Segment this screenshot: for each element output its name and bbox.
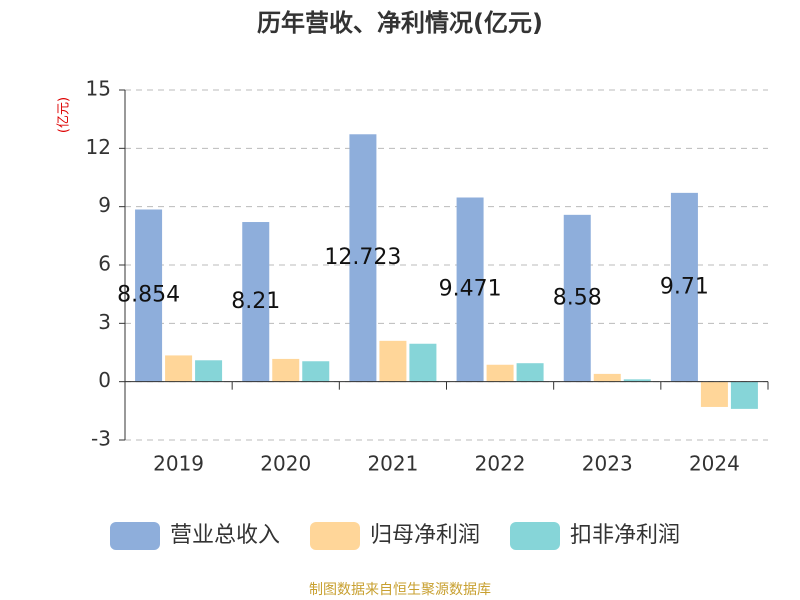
bar [409, 343, 437, 382]
x-tick-label: 2021 [367, 452, 418, 476]
legend-label: 营业总收入 [170, 523, 280, 548]
x-tick-label: 2020 [260, 452, 311, 476]
bar [670, 192, 698, 382]
bar [593, 373, 621, 382]
legend-label: 归母净利润 [370, 523, 480, 548]
value-label: 8.21 [231, 289, 280, 314]
y-tick-label: 0 [98, 368, 111, 392]
bar [302, 361, 330, 382]
chart-title: 历年营收、净利情况(亿元) [257, 9, 543, 37]
y-tick-label: 3 [98, 310, 111, 334]
bar [730, 381, 758, 409]
y-tick-label: 12 [86, 135, 111, 159]
x-tick-label: 2024 [689, 452, 740, 476]
bar [165, 355, 193, 382]
x-tick-label: 2022 [475, 452, 526, 476]
bar [563, 214, 591, 382]
y-tick-label: 15 [86, 77, 111, 101]
value-label: 12.723 [324, 245, 401, 270]
source-note: 制图数据来自恒生聚源数据库 [309, 582, 491, 598]
value-label: 8.58 [553, 285, 602, 310]
value-label: 9.471 [439, 277, 502, 302]
x-tick-label: 2023 [582, 452, 633, 476]
bar [700, 381, 728, 407]
legend-label: 扣非净利润 [570, 523, 680, 548]
y-tick-label: 6 [98, 252, 111, 276]
bar [623, 379, 651, 382]
legend-swatch [110, 522, 160, 550]
bar [379, 340, 407, 382]
bar [516, 363, 544, 382]
value-label: 8.854 [117, 283, 180, 308]
bar [135, 209, 163, 382]
bar [486, 364, 514, 382]
y-tick-label: 9 [98, 193, 111, 217]
bar [242, 222, 270, 382]
legend-swatch [510, 522, 560, 550]
y-tick-label: -3 [91, 427, 111, 451]
value-label: 9.71 [660, 274, 709, 299]
legend-swatch [310, 522, 360, 550]
bar [349, 134, 377, 382]
x-tick-label: 2019 [153, 452, 204, 476]
y-unit: (亿元) [57, 97, 72, 133]
bar [195, 360, 223, 382]
bar [272, 358, 300, 382]
bar [456, 197, 484, 382]
